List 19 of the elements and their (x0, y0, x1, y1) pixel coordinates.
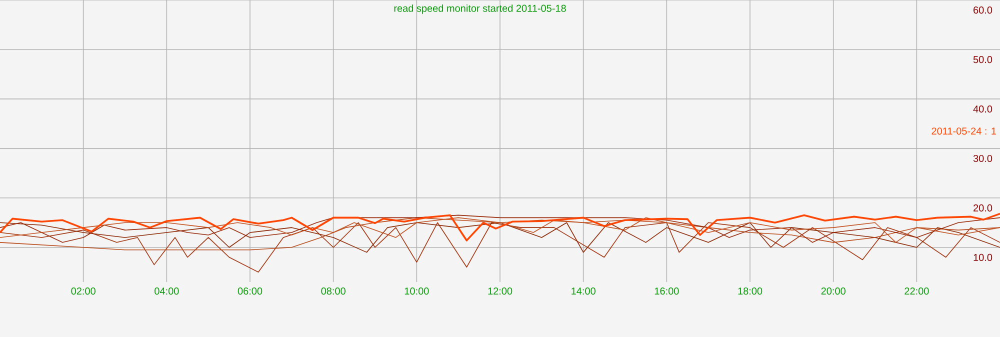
x-tick-label: 02:00 (71, 288, 96, 295)
y-tick-label: 10.0 (974, 254, 992, 261)
x-tick-label: 18:00 (738, 288, 762, 295)
x-tick-label: 22:00 (904, 288, 929, 295)
x-tick-label: 06:00 (238, 288, 262, 295)
x-tick-label: 20:00 (821, 288, 846, 295)
chart-title: read speed monitor started 2011-05-18 (394, 4, 566, 14)
y-tick-label: 30.0 (973, 154, 992, 162)
y-tick-label: 50.0 (973, 56, 992, 64)
x-tick-label: 04:00 (154, 288, 179, 295)
x-tick-label: 10:00 (404, 288, 429, 295)
y-tick-label: 40.0 (973, 105, 992, 113)
y-tick-label: 20.0 (974, 204, 992, 212)
x-tick-label: 16:00 (654, 288, 679, 295)
text: 2011-05-24 : 1 (932, 128, 996, 135)
x-tick-label: 14:00 (572, 288, 596, 295)
y-tick-label: 60.0 (974, 6, 992, 14)
x-tick-label: 12:00 (488, 288, 512, 295)
x-tick-label: 08:00 (321, 288, 346, 295)
